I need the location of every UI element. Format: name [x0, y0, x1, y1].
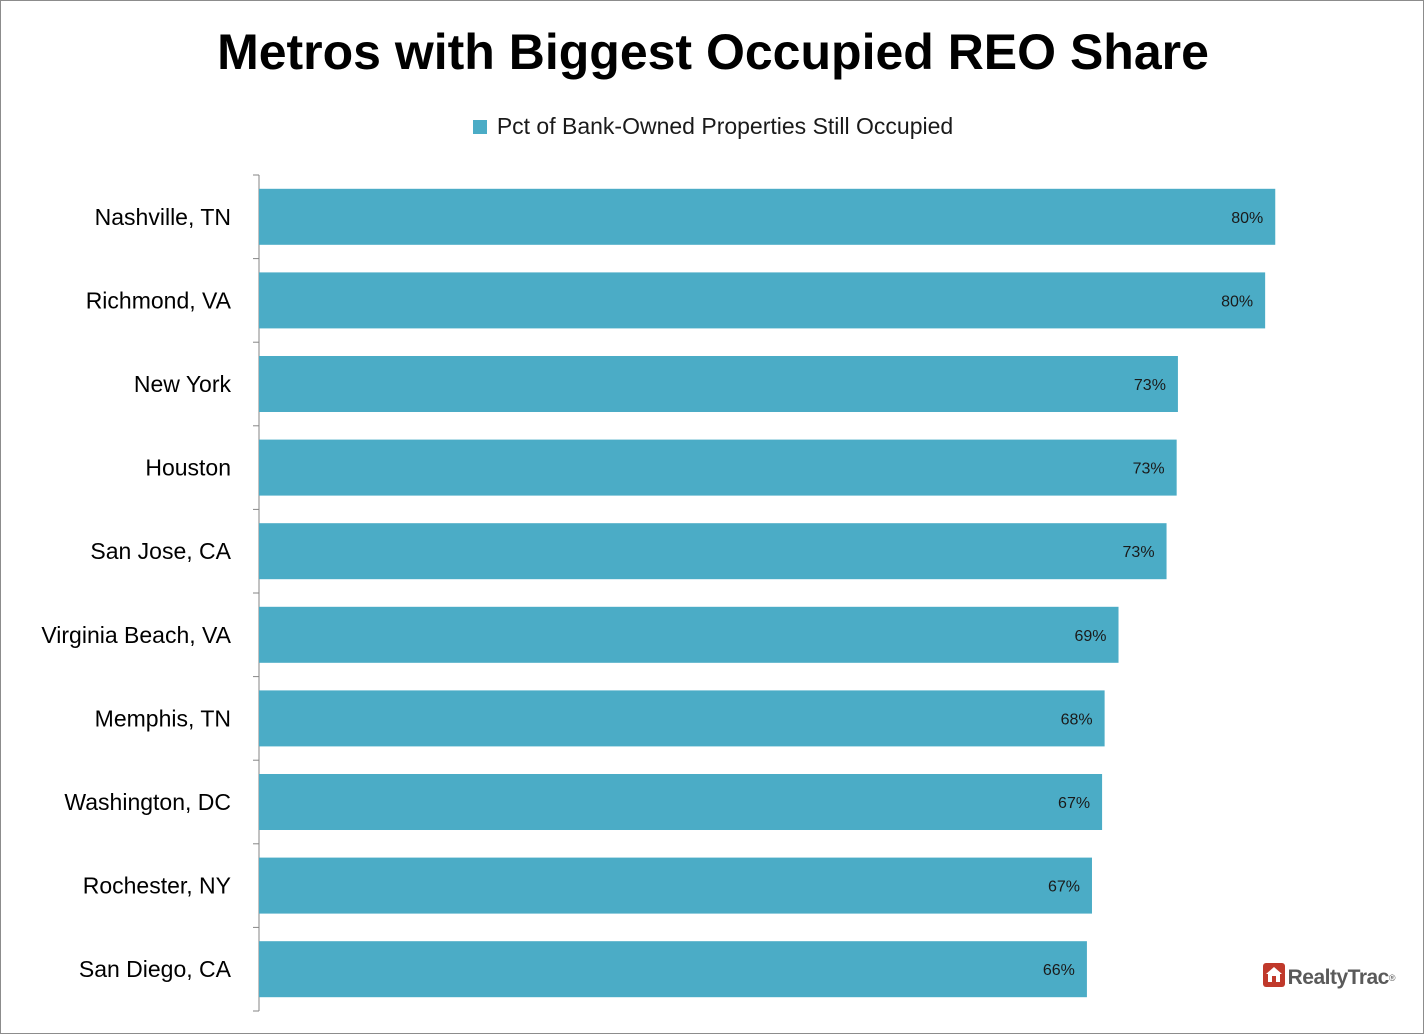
legend: Pct of Bank-Owned Properties Still Occup…	[1, 113, 1423, 140]
realtytrac-logo: RealtyTrac ®	[1262, 963, 1396, 993]
legend-swatch	[472, 119, 487, 134]
bar	[259, 774, 1103, 830]
bar	[259, 690, 1105, 747]
bar	[259, 857, 1092, 914]
logo-text: RealtyTrac	[1287, 966, 1390, 989]
category-label: Washington, DC	[64, 789, 231, 815]
category-label: Virginia Beach, VA	[41, 622, 231, 648]
bar	[259, 941, 1087, 998]
bar	[259, 272, 1266, 329]
category-label: Houston	[145, 455, 231, 481]
legend-label: Pct of Bank-Owned Properties Still Occup…	[496, 113, 954, 139]
data-label: 67%	[1058, 795, 1090, 812]
data-label: 73%	[1123, 544, 1155, 561]
chart-title: Metros with Biggest Occupied REO Share	[217, 24, 1209, 80]
category-label: Rochester, NY	[83, 873, 231, 899]
bar	[259, 188, 1276, 245]
data-label: 73%	[1133, 461, 1165, 478]
logo-trademark: ®	[1388, 973, 1396, 983]
category-label: New York	[134, 371, 232, 397]
bar	[259, 439, 1177, 496]
data-label: 69%	[1074, 628, 1106, 645]
category-label: San Jose, CA	[90, 538, 231, 564]
data-label: 68%	[1061, 711, 1093, 728]
bar	[259, 356, 1178, 412]
data-label: 80%	[1221, 293, 1253, 310]
data-label: 73%	[1134, 377, 1166, 394]
data-label: 80%	[1231, 210, 1263, 227]
house-icon	[1262, 963, 1285, 993]
bar	[259, 606, 1119, 663]
data-label: 67%	[1048, 879, 1080, 896]
category-label: Richmond, VA	[86, 287, 232, 313]
bar	[259, 523, 1167, 580]
category-label: Nashville, TN	[95, 204, 231, 230]
category-label: San Diego, CA	[79, 956, 232, 982]
data-label: 66%	[1043, 962, 1075, 979]
category-label: Memphis, TN	[95, 705, 231, 731]
